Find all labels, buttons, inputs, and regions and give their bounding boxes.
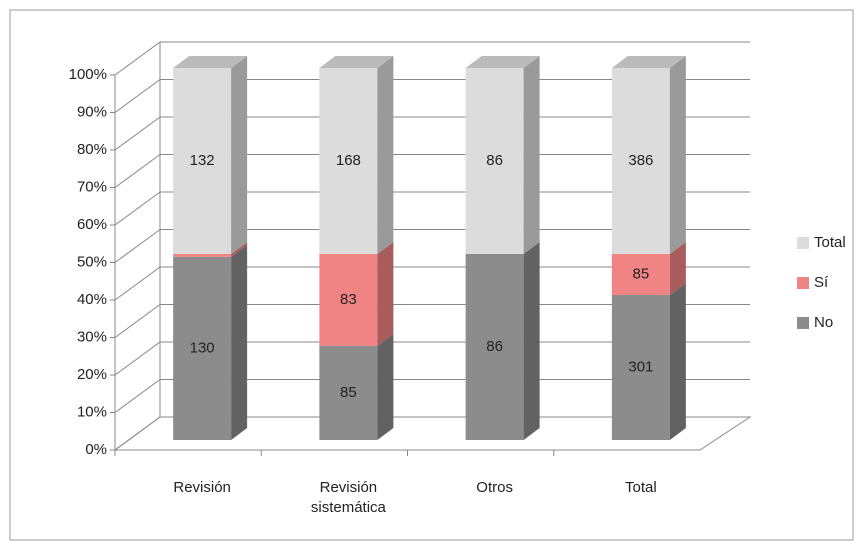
bar-side [523,56,540,254]
data-label: 130 [190,339,215,356]
bar-segment [173,244,248,440]
bar-top [611,56,686,68]
grid-line [114,416,161,451]
bar-segment [611,56,686,254]
y-tick-label: 70% [77,178,107,195]
data-label: 85 [340,384,357,401]
data-label: 86 [486,152,503,169]
data-label: 301 [628,358,653,375]
chart-border [9,9,854,541]
bar-segment [319,333,394,440]
bar [611,294,670,440]
bar-side [231,244,248,440]
bar [319,68,378,254]
bar-top [465,56,540,68]
grid-line [114,304,161,338]
bar [465,68,524,254]
grid-line [114,79,161,113]
y-tick-label: 80% [77,141,107,158]
data-label: 86 [486,338,503,355]
grid-line [114,41,161,76]
bar [319,254,378,346]
bar-side [377,333,394,440]
bar-segment [173,56,248,254]
bar [611,254,670,295]
bar-segment [465,56,540,254]
data-label: 83 [340,291,357,308]
bar-side [377,56,394,254]
bar-segment [611,282,686,440]
bar-segment [173,242,248,257]
bar-side [669,56,686,254]
y-tick-label: 40% [77,291,107,308]
bar-segment [319,56,394,254]
data-label: 85 [633,265,650,282]
bar-side [231,242,248,257]
y-tick-label: 20% [77,366,107,383]
y-tick-label: 10% [77,403,107,420]
bar [173,256,232,440]
grid-line [114,341,161,376]
bar [465,254,524,440]
legend-swatch [797,277,809,289]
bar-segment [319,242,394,346]
bar-side [377,242,394,346]
bar [173,68,232,254]
bar-segment [611,242,686,295]
y-tick-label: 0% [85,441,107,458]
y-tick-label: 30% [77,328,107,345]
data-label: 386 [628,152,653,169]
x-tick-label: Revisión sistemática [310,479,386,516]
y-tick-label: 60% [77,216,107,233]
bar-side [669,282,686,440]
data-label: 168 [336,152,361,169]
bar-top [319,56,394,68]
bar-side [669,242,686,295]
bar-segment [465,242,540,440]
bar [319,345,378,440]
y-tick-label: 100% [69,66,107,83]
grid-line [114,191,161,226]
grid-line [114,229,161,263]
grid-line [114,379,161,413]
grid-line [114,154,161,188]
x-tick-label: Total [625,479,657,496]
grid-line [114,266,161,301]
y-tick-label: 90% [77,103,107,120]
grid-line [114,116,161,151]
legend-swatch [797,237,809,249]
bar-side [231,56,248,254]
legend-label: Sí [814,274,829,291]
data-label: 132 [190,152,215,169]
bar-side [523,242,540,440]
bar [173,254,232,257]
x-tick-label: Otros [476,479,513,496]
legend-label: Total [814,234,846,251]
legend-swatch [797,317,809,329]
bar-top [173,56,248,68]
bar [611,68,670,254]
legend-label: No [814,314,833,331]
y-tick-label: 50% [77,253,107,270]
x-tick-label: Revisión [173,479,231,496]
